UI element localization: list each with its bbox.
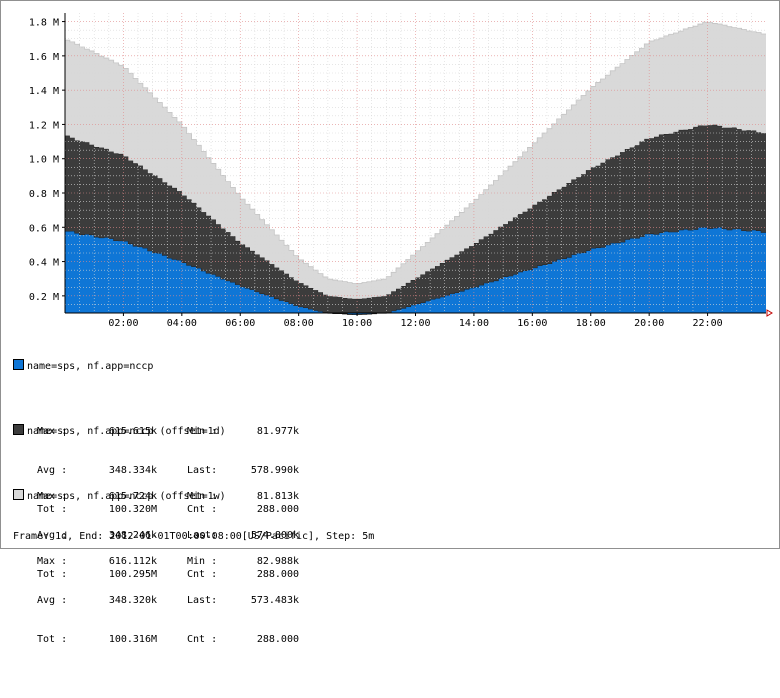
stat-tot: 100.320M bbox=[108, 504, 157, 515]
x-axis-arrow-icon bbox=[766, 309, 773, 317]
stat-min: 81.813k bbox=[256, 491, 299, 502]
stat-max: 615.724k bbox=[108, 491, 157, 502]
x-tick-label: 02:00 bbox=[108, 318, 138, 329]
x-tick-label: 16:00 bbox=[517, 318, 547, 329]
legend-series-name: name=sps, nf.app=nccp bbox=[27, 361, 154, 372]
x-tick-label: 12:00 bbox=[400, 318, 430, 329]
y-tick-label: 1.4 M bbox=[29, 86, 59, 97]
x-tick-label: 14:00 bbox=[459, 318, 489, 329]
legend-series-1: name=sps, nf.app=nccp Max :615.615k Min :… bbox=[13, 333, 299, 568]
stat-avg: 348.320k bbox=[108, 595, 157, 606]
stat-avg: 348.334k bbox=[108, 465, 157, 476]
stat-tot: 100.316M bbox=[108, 634, 157, 645]
y-tick-label: 0.2 M bbox=[29, 292, 59, 303]
stat-cnt: 288.000 bbox=[256, 504, 299, 515]
stat-avg: 348.246k bbox=[108, 530, 157, 541]
legend-series-name: name=sps, nf.app=nccp (offset=1w) bbox=[27, 491, 226, 502]
stat-max: 615.615k bbox=[108, 426, 157, 437]
stat-last: 573.483k bbox=[250, 595, 299, 606]
stat-last: 574.800k bbox=[250, 530, 299, 541]
x-tick-label: 04:00 bbox=[167, 318, 197, 329]
graph-frame: 0.2 M 0.4 M 0.6 M 0.8 M 1.0 M 1.2 M 1.4 M 1.6 M… bbox=[0, 0, 780, 645]
y-tick-label: 1.0 M bbox=[29, 155, 59, 166]
footer-frame-info: Frame: 1d, End: 2012-01-01T00:00-08:00[U… bbox=[13, 531, 375, 542]
stat-cnt: 288.000 bbox=[256, 634, 299, 645]
x-tick-label: 10:00 bbox=[342, 318, 372, 329]
x-tick-label: 22:00 bbox=[693, 318, 723, 329]
y-tick-label: 0.8 M bbox=[29, 189, 59, 200]
chart: 0.2 M 0.4 M 0.6 M 0.8 M 1.0 M 1.2 M 1.4 M 1.6 M… bbox=[29, 13, 773, 329]
y-tick-label: 1.2 M bbox=[29, 120, 59, 131]
stat-max: 616.112k bbox=[108, 556, 157, 567]
x-tick-label: 20:00 bbox=[634, 318, 664, 329]
legend-series-3: name=sps, nf.app=nccp (offset=1w) Max :6… bbox=[13, 463, 299, 698]
legend-series-name: name=sps, nf.app=nccp (offset=1d) bbox=[27, 426, 226, 437]
stat-last: 578.990k bbox=[250, 465, 299, 476]
y-tick-label: 1.6 M bbox=[29, 52, 59, 63]
legend-swatch-3 bbox=[13, 489, 24, 500]
stat-min: 82.988k bbox=[256, 556, 299, 567]
legend-swatch-1 bbox=[13, 359, 24, 370]
legend-swatch-2 bbox=[13, 424, 24, 435]
stat-min: 81.977k bbox=[256, 426, 299, 437]
x-tick-label: 08:00 bbox=[284, 318, 314, 329]
y-tick-label: 1.8 M bbox=[29, 18, 59, 29]
y-tick-label: 0.4 M bbox=[29, 258, 59, 269]
x-tick-label: 06:00 bbox=[225, 318, 255, 329]
y-tick-label: 0.6 M bbox=[29, 223, 59, 234]
x-tick-label: 18:00 bbox=[576, 318, 606, 329]
